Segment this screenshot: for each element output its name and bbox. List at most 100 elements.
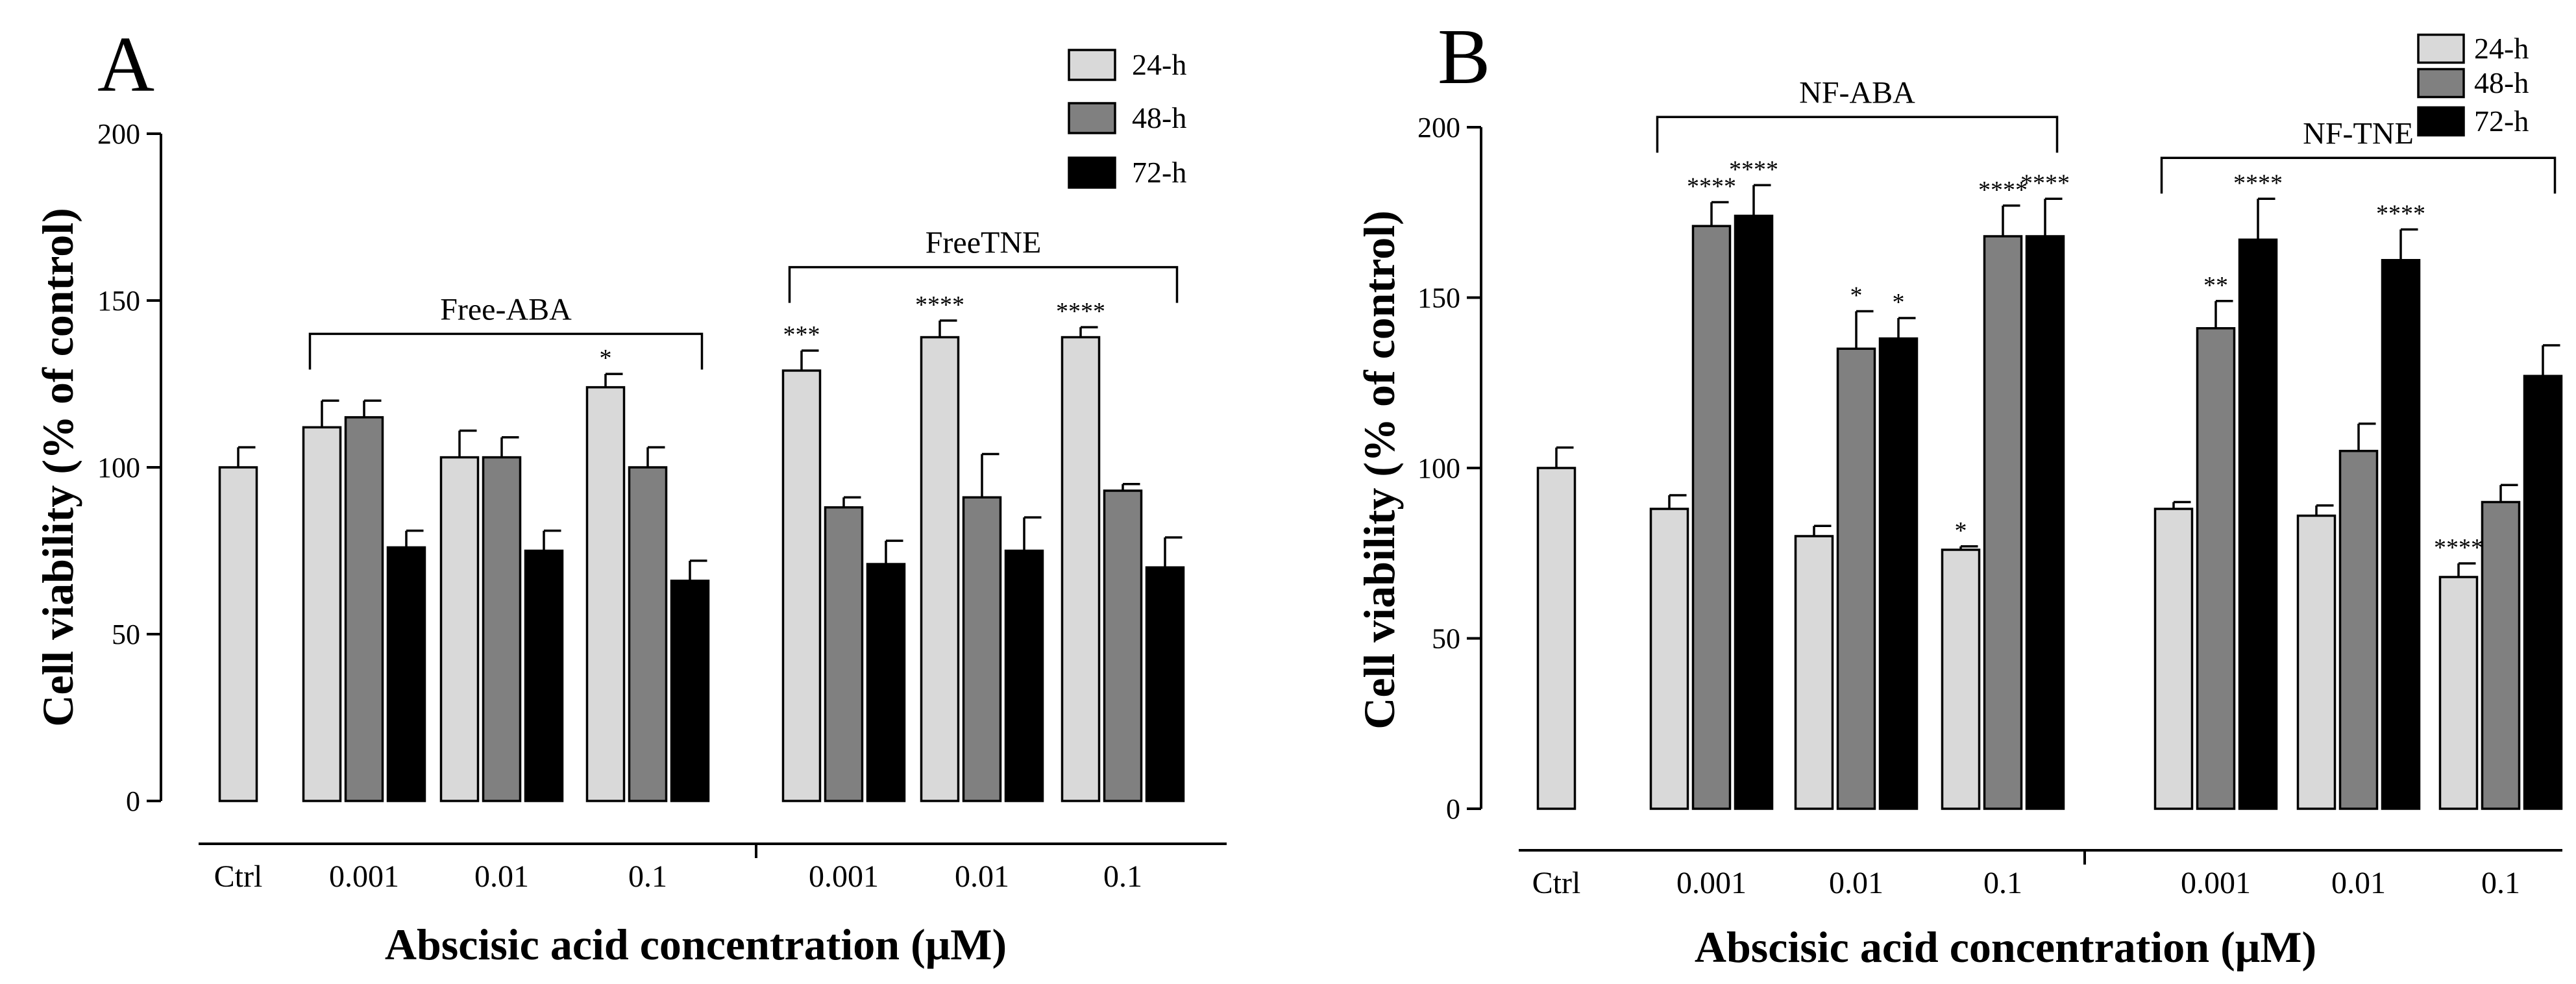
legend-swatch xyxy=(2417,68,2465,99)
x-category-label: 0.001 xyxy=(1676,866,1747,900)
x-category-label: Ctrl xyxy=(1532,866,1581,900)
bar-48-h xyxy=(482,456,522,802)
legend-label: 72-h xyxy=(2474,105,2529,138)
bar-72-h xyxy=(1878,337,1919,810)
group-bracket-label: NF-ABA xyxy=(1799,75,1915,110)
significance-label: **** xyxy=(2376,201,2425,228)
panel-a-chart: A Cell viability (% of control) Abscisic… xyxy=(33,21,1227,969)
legend-swatch xyxy=(2417,33,2465,64)
bar-72-h xyxy=(670,580,710,802)
bar-24-h xyxy=(2438,576,2479,810)
bar-24-h xyxy=(2153,508,2194,810)
significance-label: **** xyxy=(1056,298,1105,325)
group-bracket xyxy=(308,332,704,370)
significance-label: **** xyxy=(2434,534,2483,561)
bar-72-h xyxy=(2381,259,2421,810)
x-category-label: 0.01 xyxy=(955,859,1009,894)
legend-label: 48-h xyxy=(1132,101,1186,134)
x-category-label: 0.001 xyxy=(329,859,399,894)
panel-b-axes: 0 50 100 150 200 xyxy=(1417,112,2562,865)
group-bracket-label: Free-ABA xyxy=(440,292,572,326)
legend-swatch xyxy=(1068,49,1116,81)
panel-a-y-tick-label: 50 xyxy=(112,619,140,650)
panel-b-y-tick-label: 200 xyxy=(1417,112,1460,143)
panel-b-x-axis-title: Abscisic acid concentration (μM) xyxy=(1695,922,2316,972)
x-category-label: 0.01 xyxy=(474,859,529,894)
x-category-label: 0.1 xyxy=(628,859,667,894)
significance-label: **** xyxy=(1687,173,1736,201)
group-bracket xyxy=(2160,156,2557,194)
bar-24-h xyxy=(781,369,822,802)
x-category-label: 0.1 xyxy=(1103,859,1142,894)
significance-label: **** xyxy=(2233,169,2283,197)
bar-48-h xyxy=(2338,450,2379,810)
bar-72-h xyxy=(2025,235,2065,810)
group-bracket-label: NF-TNE xyxy=(2303,116,2414,151)
panel-a-y-tick-label: 150 xyxy=(97,285,140,317)
bar-72-h xyxy=(1004,549,1044,802)
panel-b-y-tick-label: 50 xyxy=(1432,623,1460,655)
bar-72-h xyxy=(386,546,426,802)
legend-label: 24-h xyxy=(2474,32,2529,65)
significance-label: *** xyxy=(783,321,820,349)
bar-72-h xyxy=(866,563,906,802)
x-category-label: 0.001 xyxy=(2181,866,2251,900)
significance-label: **** xyxy=(1729,156,1778,183)
bar-48-h xyxy=(824,506,864,802)
bar-72-h xyxy=(2523,375,2563,810)
panel-a-legend: 24-h 48-h 72-h xyxy=(1068,48,1186,189)
bar-24-h xyxy=(920,336,960,802)
x-category-label: 0.01 xyxy=(2331,866,2386,900)
legend-swatch xyxy=(2417,106,2465,137)
panel-b-chart: B Cell viability (% of control) Abscisic… xyxy=(1355,13,2563,972)
x-category-label: 0.01 xyxy=(1829,866,1883,900)
panel-a-y-axis-title: Cell viability (% of control) xyxy=(33,208,82,727)
bar-24-h xyxy=(439,456,480,802)
legend-label: 72-h xyxy=(1132,156,1186,189)
bar-24-h xyxy=(1649,508,1689,810)
bar-24-h xyxy=(1536,467,1576,810)
x-category-label: 0.1 xyxy=(2481,866,2520,900)
panel-b-bars: Ctrl********0.001* *0.01*********0.1*****… xyxy=(1532,156,2563,900)
significance-label: **** xyxy=(1978,177,2028,204)
bar-24-h xyxy=(1941,548,1981,810)
legend-label: 24-h xyxy=(1132,48,1186,81)
significance-label: * xyxy=(600,345,612,372)
group-bracket xyxy=(788,265,1179,303)
panel-b-y-tick-label: 100 xyxy=(1417,452,1460,484)
bar-48-h xyxy=(1983,235,2023,810)
bar-48-h xyxy=(1836,347,1876,810)
significance-label: * xyxy=(1955,517,1967,545)
panel-b-y-axis-title: Cell viability (% of control) xyxy=(1355,210,1404,730)
panel-b-brackets: NF-ABA NF-TNE xyxy=(1656,75,2557,194)
group-bracket-label: FreeTNE xyxy=(926,226,1042,260)
panel-b-letter: B xyxy=(1438,13,1490,101)
significance-label: **** xyxy=(915,291,964,319)
bar-48-h xyxy=(2481,500,2521,810)
panel-a-bars: Ctrl 0.001 0.01 * 0.1 *** 0.001 **** 0.01 **** 0.1 xyxy=(214,291,1185,894)
bar-48-h xyxy=(1103,489,1143,802)
panel-b-y-tick-label: 0 xyxy=(1446,793,1460,825)
bar-72-h xyxy=(1145,566,1185,802)
bar-48-h xyxy=(628,466,668,802)
significance-label: ** xyxy=(2203,272,2228,299)
significance-label: * xyxy=(1850,282,1863,310)
panel-a-y-tick-label: 0 xyxy=(126,785,140,817)
bar-24-h xyxy=(2296,514,2337,810)
significance-label: * xyxy=(1893,289,1905,316)
legend-label: 48-h xyxy=(2474,66,2529,99)
bar-72-h xyxy=(2238,238,2278,810)
bar-48-h xyxy=(344,416,384,802)
bar-24-h xyxy=(1794,535,1834,810)
bar-24-h xyxy=(1061,336,1101,802)
x-category-label: 0.1 xyxy=(1983,866,2022,900)
panel-a-axes: 0 50 100 150 200 xyxy=(97,118,1227,858)
legend-swatch xyxy=(1068,156,1116,189)
panel-a-letter: A xyxy=(97,21,154,108)
panel-a-y-tick-label: 100 xyxy=(97,452,140,484)
bar-48-h xyxy=(2196,327,2236,810)
bar-24-h xyxy=(218,466,258,802)
bar-72-h xyxy=(524,549,564,802)
panel-b-legend: 24-h48-h 72-h xyxy=(2417,32,2529,138)
